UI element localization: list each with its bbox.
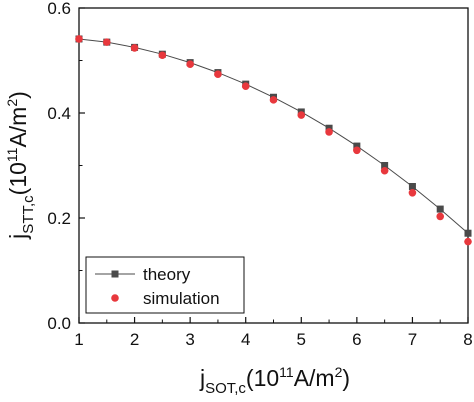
simulation-point (325, 128, 333, 136)
axis-labels: jSOT,c(1011A/m2) jSTT,c(1011A/m2) (4, 91, 350, 397)
simulation-point (436, 212, 445, 221)
x-tick-label: 1 (74, 330, 83, 349)
y-tick-label: 0.4 (47, 104, 71, 123)
theory-point (381, 162, 389, 169)
legend: theory simulation (85, 256, 245, 314)
x-tick-label: 8 (463, 330, 472, 349)
legend-box (85, 256, 245, 314)
simulation-point (241, 82, 250, 91)
x-tick-label: 4 (241, 330, 250, 349)
simulation-point (75, 35, 83, 43)
series-line-theory (78, 38, 469, 234)
simulation-point (102, 38, 111, 46)
y-tick-label: 0.2 (47, 209, 71, 228)
y-axis-label: jSTT,c(1011A/m2) (4, 91, 37, 240)
simulation-point (186, 60, 194, 68)
simulation-point (214, 70, 222, 78)
y-tick-label: 0.0 (47, 314, 71, 333)
x-tick-label: 6 (352, 330, 361, 349)
x-tick-label: 2 (130, 330, 139, 349)
simulation-point (130, 44, 139, 52)
x-tick-label: 5 (297, 330, 306, 349)
x-tick-label: 7 (408, 330, 417, 349)
simulation-point (353, 146, 361, 155)
series-layer (75, 35, 472, 246)
theory-point (353, 142, 361, 150)
y-tick-label: 0.6 (47, 0, 71, 18)
simulation-point (464, 237, 472, 246)
simulation-point (269, 96, 278, 104)
legend-theory-marker (111, 270, 119, 278)
axis-ticks: 1 2 3 4 5 6 7 8 0.0 0.2 0.4 0.6 (47, 0, 472, 349)
legend-simulation-label: simulation (143, 289, 220, 308)
theory-point (464, 229, 472, 237)
x-axis-label: jSOT,c(1011A/m2) (199, 364, 350, 397)
legend-theory-label: theory (143, 265, 191, 284)
legend-simulation-marker (111, 294, 119, 302)
x-tick-label: 3 (185, 330, 194, 349)
simulation-point (158, 51, 167, 60)
theory-point (408, 183, 416, 190)
simulation-point (297, 111, 306, 119)
simulation-point (380, 166, 389, 175)
simulation-point (408, 189, 417, 197)
theory-point (436, 205, 444, 213)
